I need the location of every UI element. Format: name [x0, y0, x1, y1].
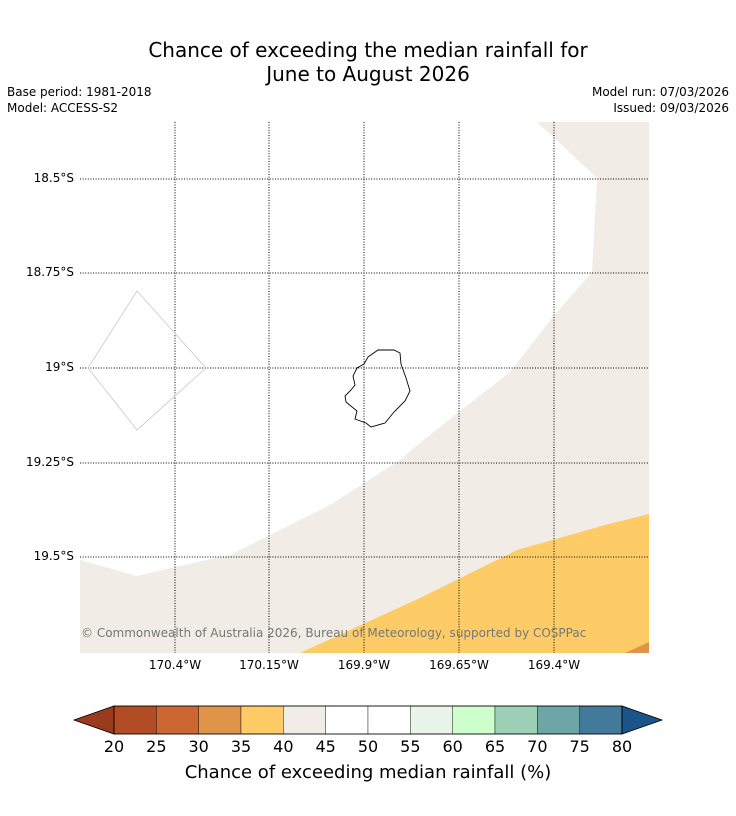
- lon-label-170.4: 170.4°W: [148, 658, 202, 672]
- colorbar-cell-55-60: [410, 705, 453, 735]
- colorbar-cell-65-70: [494, 705, 538, 735]
- colorbar-frame: [113, 705, 623, 735]
- colorbar-cell-30-35: [198, 705, 242, 735]
- lon-label-169.9: 169.9°W: [337, 658, 391, 672]
- colorbar-tick-80: 80: [611, 737, 633, 756]
- colorbar-cell-60-65: [452, 705, 496, 735]
- copyright-notice: © Commonwealth of Australia 2026, Bureau…: [81, 626, 587, 640]
- colorbar-tick-35: 35: [230, 737, 252, 756]
- issued-date: Issued: 09/03/2026: [613, 101, 729, 115]
- colorbar-tick-50: 50: [357, 737, 379, 756]
- colorbar-cells: [113, 705, 623, 735]
- lat-label-19: 19°S: [45, 360, 74, 374]
- colorbar-tick-60: 60: [442, 737, 463, 756]
- colorbar-label: Chance of exceeding median rainfall (%): [184, 762, 552, 783]
- meta-right: Model run: 07/03/2026 Issued: 09/03/2026: [592, 84, 729, 116]
- niue-island-outline: [344, 349, 411, 428]
- chart-title: Chance of exceeding the median rainfall …: [0, 38, 736, 86]
- colorbar-over-extension: [621, 705, 664, 735]
- colorbar-cell-70-75: [537, 705, 580, 735]
- title-line-2: June to August 2026: [266, 62, 470, 86]
- lat-label-19.5: 19.5°S: [33, 549, 74, 563]
- colorbar-tick-25: 25: [146, 737, 167, 756]
- meta-left: Base period: 1981-2018 Model: ACCESS-S2: [7, 84, 152, 116]
- colorbar-cell-45-50: [325, 705, 369, 735]
- colorbar-tick-75: 75: [569, 737, 590, 756]
- colorbar-tick-55: 55: [400, 737, 421, 756]
- colorbar: [72, 705, 664, 735]
- colorbar-cell-75-80: [579, 705, 623, 735]
- colorbar-cell-35-40: [240, 705, 284, 735]
- colorbar-cell-50-55: [367, 705, 411, 735]
- lat-label-18.5: 18.5°S: [33, 171, 74, 185]
- lon-label-169.65: 169.65°W: [429, 658, 489, 672]
- band-35-40-region: [300, 514, 649, 653]
- model-name: Model: ACCESS-S2: [7, 101, 119, 115]
- colorbar-tick-65: 65: [484, 737, 506, 756]
- model-run: Model run: 07/03/2026: [591, 85, 729, 99]
- colorbar-tick-45: 45: [315, 737, 336, 756]
- band-45-55-region: [80, 122, 597, 576]
- colorbar-cell-40-45: [283, 705, 326, 735]
- colorbar-tick-20: 20: [103, 737, 125, 756]
- map-gridlines: [80, 122, 649, 653]
- colorbar-tick-30: 30: [188, 737, 209, 756]
- colorbar-cell-25-30: [156, 705, 199, 735]
- colorbar-tick-70: 70: [527, 737, 548, 756]
- eez-boundary-outline: [87, 290, 207, 431]
- colorbar-tick-40: 40: [273, 737, 294, 756]
- title-line-1: Chance of exceeding the median rainfall …: [148, 38, 588, 62]
- lat-label-19.25: 19.25°S: [26, 455, 74, 469]
- lon-label-170.15: 170.15°W: [239, 658, 299, 672]
- colorbar-under-extension: [72, 705, 115, 735]
- lat-label-18.75: 18.75°S: [26, 265, 74, 279]
- base-period: Base period: 1981-2018: [7, 85, 152, 99]
- colorbar-cell-20-25: [113, 705, 157, 735]
- lon-label-169.4: 169.4°W: [527, 658, 581, 672]
- band-30-35-region: [625, 642, 649, 653]
